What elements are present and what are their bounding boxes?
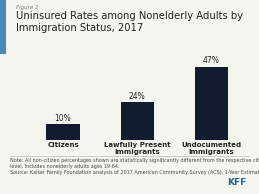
Text: Figure 2: Figure 2: [16, 5, 39, 10]
Bar: [46, 124, 80, 140]
Bar: [195, 67, 228, 140]
Text: Uninsured Rates among Nonelderly Adults by
Immigration Status, 2017: Uninsured Rates among Nonelderly Adults …: [16, 11, 243, 33]
Text: Note: All non-citizen percentages shown are statistically significantly differen: Note: All non-citizen percentages shown …: [10, 158, 259, 175]
Bar: [120, 102, 154, 140]
Text: 24%: 24%: [129, 92, 146, 101]
Text: 47%: 47%: [203, 56, 220, 66]
Text: KFF: KFF: [227, 178, 246, 187]
Text: 10%: 10%: [55, 114, 71, 123]
